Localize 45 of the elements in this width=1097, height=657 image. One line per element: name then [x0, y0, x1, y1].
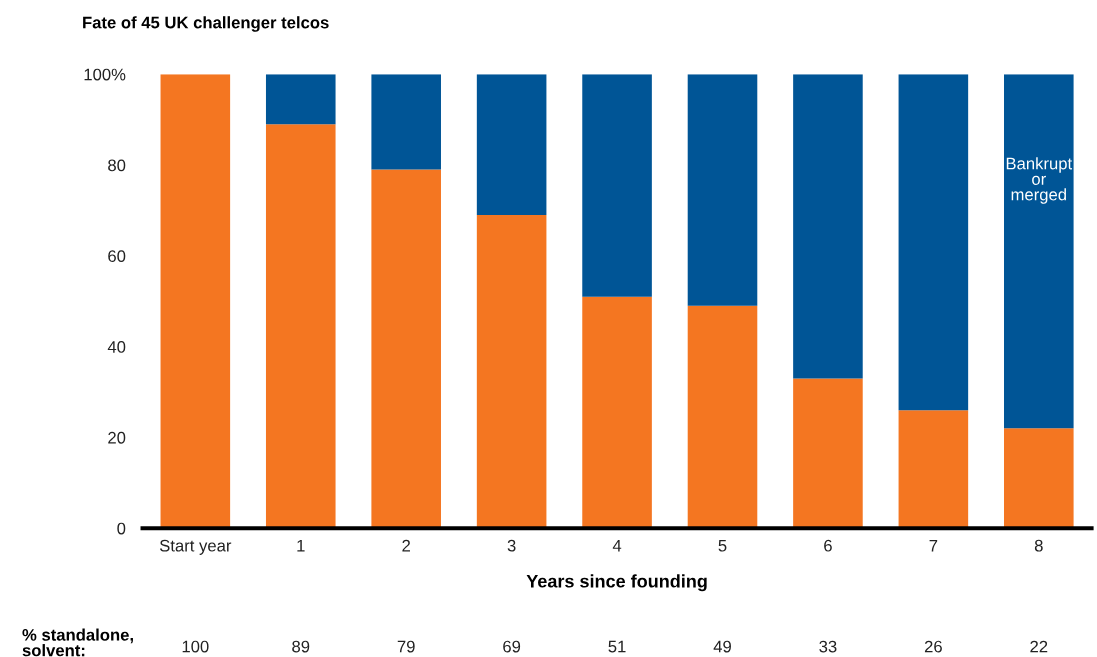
data-label: 49 — [713, 640, 731, 653]
x-tick-label: 2 — [402, 539, 410, 552]
bar — [582, 74, 652, 297]
bar — [265, 74, 336, 125]
y-tick-label: 100% — [84, 68, 126, 81]
x-axis-title: Years since founding — [526, 574, 707, 592]
x-tick-label: 5 — [718, 539, 727, 552]
bar — [265, 124, 336, 529]
data-label: 22 — [1030, 640, 1048, 653]
data-label: 51 — [608, 640, 626, 653]
bar — [371, 74, 441, 170]
x-tick-label: 8 — [1034, 539, 1043, 552]
x-tick-label: Start year — [159, 539, 232, 555]
x-tick-label: 7 — [929, 539, 938, 552]
bar — [160, 74, 231, 529]
x-tick-label: 4 — [612, 539, 622, 552]
data-label: 100 — [182, 640, 209, 653]
x-tick-label: 3 — [507, 539, 516, 552]
bar — [898, 74, 969, 411]
y-tick-label: 40 — [107, 341, 126, 353]
bar — [582, 296, 652, 529]
bar — [476, 214, 547, 529]
chart-title: Fate of 45 UK challenger telcos — [83, 16, 329, 32]
data-label: 69 — [503, 640, 521, 653]
data-label: 26 — [924, 640, 942, 653]
y-tick-label: 20 — [108, 431, 126, 444]
text: % standalone, solvent: — [22, 628, 133, 657]
bar — [687, 74, 758, 306]
bar — [687, 305, 758, 529]
bar — [898, 410, 969, 529]
y-tick-label: 60 — [108, 250, 126, 263]
bar — [371, 169, 441, 529]
data-label: 79 — [397, 640, 415, 653]
data-label: 33 — [819, 640, 837, 653]
series-label: Bankrupt or merged — [1006, 157, 1073, 204]
x-tick-label: 6 — [824, 539, 832, 552]
data-label: 89 — [292, 640, 310, 653]
y-tick-label: 80 — [108, 159, 126, 172]
y-tick-label: 0 — [117, 522, 126, 535]
bar — [1004, 428, 1074, 529]
bar — [1004, 74, 1074, 429]
bar — [793, 74, 863, 379]
bar — [476, 74, 547, 215]
x-tick-label: 1 — [297, 539, 305, 552]
bar — [793, 378, 863, 529]
